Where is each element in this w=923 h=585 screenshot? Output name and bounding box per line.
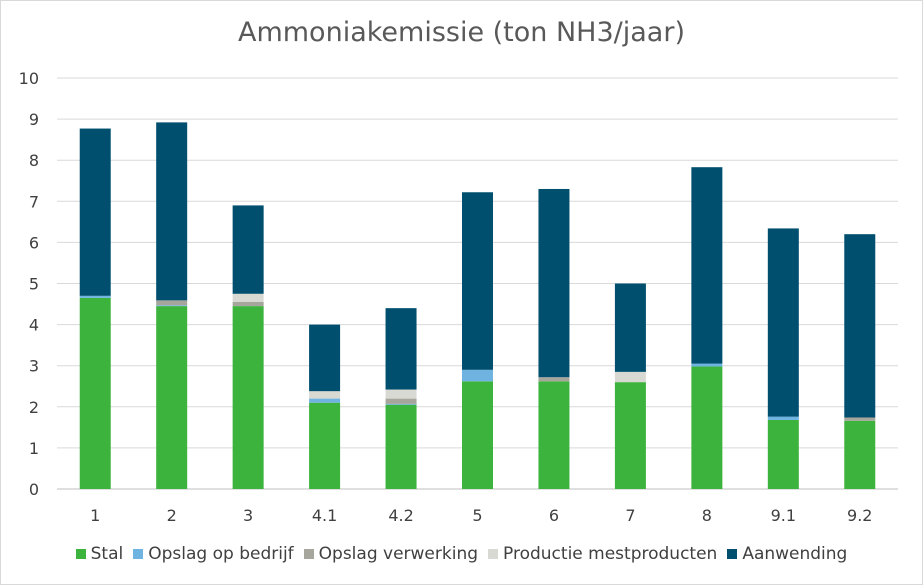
legend-label: Aanwending (742, 544, 848, 564)
x-tick-label: 2 (167, 506, 177, 525)
x-tick-label: 6 (549, 506, 559, 525)
legend-item: Opslag op bedrijf (133, 544, 294, 564)
bar-segment-opslag-op-bedrijf (156, 305, 188, 307)
y-tick-label: 9 (29, 110, 39, 129)
chart-legend: Stal Opslag op bedrijf Opslag verwerking Pr… (1, 544, 922, 564)
bar-segment-opslag-op-bedrijf (309, 398, 341, 403)
x-tick-label: 8 (702, 506, 712, 525)
y-tick-label: 5 (29, 275, 39, 294)
bar-segment-opslag-op-bedrijf (385, 403, 417, 405)
bar-segment-stal (385, 404, 417, 489)
bar-segment-opslag-verwerking (844, 417, 876, 421)
bar-segment-stal (462, 381, 493, 489)
bar-segment-productie-mestproducten (232, 293, 264, 302)
x-tick-label: 4.1 (312, 506, 337, 525)
x-tick-label: 3 (243, 506, 253, 525)
y-tick-label: 8 (29, 151, 39, 170)
legend-swatch (133, 549, 144, 559)
bar-segment-stal (844, 420, 876, 489)
bar-segment-aanwending (156, 122, 188, 301)
bar-segment-aanwending (309, 324, 341, 392)
y-tick-label: 2 (29, 398, 39, 417)
bar-segment-stal (156, 306, 188, 489)
y-tick-label: 10 (19, 69, 39, 88)
bar-segment-opslag-verwerking (538, 377, 570, 382)
bar-segment-aanwending (462, 192, 493, 370)
bar-segment-aanwending (844, 234, 876, 418)
legend-item: Productie mestproducten (488, 544, 717, 564)
y-tick-label: 4 (29, 316, 39, 335)
bar-segment-stal (309, 402, 341, 489)
bar-segment-aanwending (79, 128, 111, 296)
bar-segment-aanwending (538, 188, 570, 378)
bar-segment-aanwending (232, 205, 264, 294)
bar-segment-opslag-op-bedrijf (79, 295, 111, 298)
legend-item: Stal (75, 544, 124, 564)
legend-swatch (303, 549, 314, 559)
bar-segment-stal (232, 306, 264, 489)
bar-segment-opslag-verwerking (385, 398, 417, 404)
bar-segment-stal (538, 381, 570, 489)
legend-swatch (75, 549, 86, 559)
bar-segment-opslag-op-bedrijf (462, 369, 493, 382)
y-tick-label: 7 (29, 192, 39, 211)
x-tick-label: 9.2 (847, 506, 872, 525)
bar-segment-aanwending (614, 283, 646, 372)
bar-segment-stal (767, 419, 799, 489)
legend-label: Opslag verwerking (318, 544, 479, 564)
bar-segment-opslag-op-bedrijf (767, 416, 799, 420)
x-tick-label: 7 (625, 506, 635, 525)
bar-segment-stal (691, 366, 723, 489)
x-tick-label: 4.2 (388, 506, 413, 525)
y-tick-label: 1 (29, 439, 39, 458)
y-tick-label: 3 (29, 357, 39, 376)
x-tick-label: 5 (472, 506, 482, 525)
bar-segment-productie-mestproducten (614, 371, 646, 383)
bar-segment-aanwending (691, 167, 723, 364)
y-tick-label: 0 (29, 480, 39, 499)
x-tick-label: 1 (90, 506, 100, 525)
legend-item: Opslag verwerking (303, 544, 479, 564)
x-tick-label: 9.1 (771, 506, 796, 525)
chart-title: Ammoniakemissie (ton NH3/jaar) (237, 17, 685, 48)
legend-label: Stal (90, 544, 124, 564)
bar-segment-stal (79, 297, 111, 489)
legend-label: Productie mestproducten (503, 544, 718, 564)
legend-swatch (727, 549, 738, 559)
bar-segment-productie-mestproducten (385, 389, 417, 399)
bar-segment-opslag-op-bedrijf (691, 363, 723, 367)
bar-segment-aanwending (385, 308, 417, 390)
bar-segment-productie-mestproducten (309, 391, 341, 399)
bar-segment-aanwending (767, 228, 799, 417)
legend-swatch (488, 549, 499, 559)
bar-segment-opslag-verwerking (232, 301, 264, 307)
y-tick-label: 6 (29, 233, 39, 252)
legend-item: Aanwending (727, 544, 847, 564)
bar-segment-opslag-verwerking (156, 300, 188, 306)
legend-label: Opslag op bedrijf (148, 544, 294, 564)
bar-segment-stal (614, 382, 646, 489)
